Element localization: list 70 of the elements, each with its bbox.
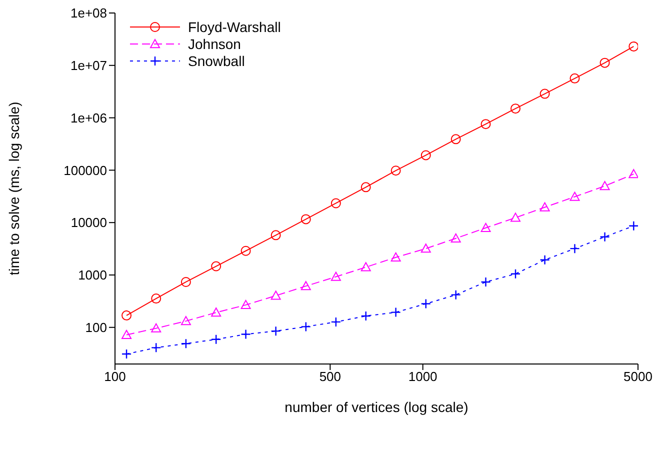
- point: [330, 316, 342, 328]
- point: [121, 348, 132, 360]
- point: [480, 222, 491, 232]
- point: [270, 230, 281, 240]
- point: [600, 58, 610, 68]
- point: [510, 104, 520, 114]
- point: [360, 310, 371, 322]
- point: [180, 276, 191, 287]
- point: [330, 198, 341, 208]
- point: [330, 272, 341, 281]
- y-tick-label: 100000: [64, 162, 107, 178]
- point: [510, 268, 521, 279]
- point: [480, 276, 491, 288]
- legend-label: Johnson: [188, 36, 241, 52]
- point: [180, 338, 192, 349]
- point: [480, 119, 491, 130]
- point: [151, 323, 162, 332]
- x-axis-title: number of vertices (log scale): [284, 399, 468, 415]
- y-tick-label: 10000: [70, 215, 107, 230]
- point: [540, 88, 550, 99]
- point: [151, 294, 162, 304]
- point: [211, 261, 222, 272]
- legend-label: Floyd-Warshall: [188, 18, 281, 34]
- point: [390, 252, 401, 262]
- point: [420, 150, 431, 160]
- y-axis-title: time to solve (ms, log scale): [6, 102, 22, 276]
- point: [570, 192, 580, 201]
- point: [300, 214, 311, 224]
- point: [420, 298, 431, 309]
- point: [450, 290, 461, 300]
- point: [122, 310, 132, 320]
- point: [360, 182, 371, 192]
- point: [628, 169, 638, 178]
- point: [270, 326, 281, 336]
- x-tick-label: 100: [104, 369, 126, 384]
- point: [300, 281, 311, 290]
- point: [270, 290, 281, 300]
- point: [211, 308, 222, 317]
- point: [240, 246, 251, 256]
- point: [570, 73, 580, 84]
- y-tick-label: 100: [85, 320, 107, 335]
- point: [360, 262, 371, 272]
- point: [450, 134, 461, 144]
- point: [570, 243, 580, 254]
- point: [180, 316, 191, 326]
- x-tick-label: 500: [319, 369, 342, 384]
- point: [628, 220, 638, 231]
- y-tick-label: 1e+07: [70, 58, 107, 74]
- point: [600, 232, 610, 242]
- point: [540, 202, 550, 212]
- y-tick-label: 1e+08: [70, 6, 107, 21]
- legend-label: Snowball: [188, 52, 245, 68]
- x-tick-label: 1000: [408, 369, 438, 384]
- point: [240, 329, 251, 340]
- point: [540, 254, 550, 265]
- y-tick-label: 1000: [78, 268, 107, 283]
- point: [210, 334, 222, 344]
- point: [510, 212, 520, 222]
- point: [151, 342, 162, 353]
- point: [240, 300, 251, 310]
- point: [600, 181, 610, 190]
- point: [420, 244, 431, 253]
- point: [450, 233, 461, 242]
- point: [122, 330, 132, 339]
- x-tick-label: 5000: [624, 369, 652, 384]
- point: [300, 322, 311, 332]
- point: [390, 166, 401, 176]
- point: [390, 307, 401, 318]
- y-tick-label: 1e+06: [70, 110, 107, 126]
- point: [628, 41, 638, 52]
